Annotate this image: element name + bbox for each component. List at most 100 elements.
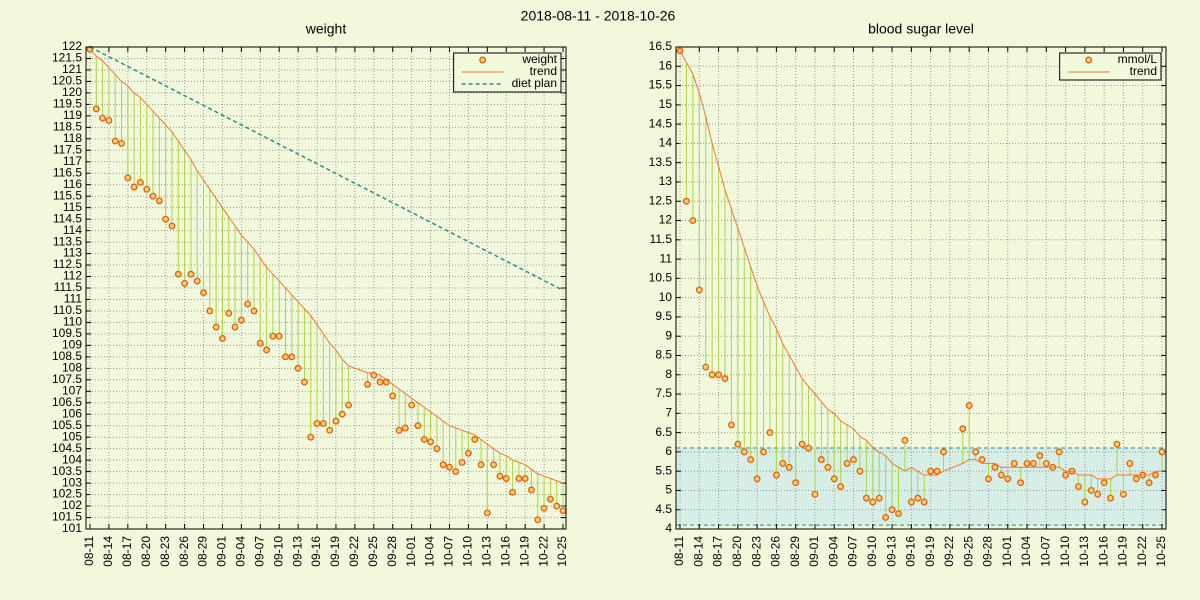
x-tick-label: 09-28 (385, 536, 399, 567)
y-tick-label: 104 (62, 452, 82, 466)
x-tick-label: 09-19 (328, 536, 342, 567)
data-point (708, 371, 716, 379)
data-point (124, 174, 132, 182)
data-point (888, 506, 896, 514)
data-point (920, 498, 928, 506)
data-point (862, 494, 870, 502)
x-tick-label: 10-04 (423, 536, 437, 567)
legend-label: weight (521, 52, 557, 66)
y-tick-label: 9.5 (655, 309, 672, 323)
legend-label: trend (1130, 64, 1157, 78)
legend-box (1059, 52, 1162, 81)
data-point (1087, 486, 1095, 494)
y-tick-label: 14 (659, 136, 673, 150)
x-tick-label: 09-07 (846, 536, 860, 567)
x-tick-label: 09-13 (884, 536, 898, 567)
data-point (464, 449, 472, 457)
data-point (766, 429, 774, 437)
data-point (721, 375, 729, 383)
y-tick-label: 112 (63, 269, 82, 283)
legend-symbol (1085, 56, 1093, 64)
x-tick-label: 10-16 (498, 536, 512, 567)
y-tick-label: 122 (62, 39, 82, 53)
data-point (490, 461, 498, 469)
y-tick-label: 8 (665, 367, 672, 381)
data-point (1075, 483, 1082, 491)
x-tick-label: 08-14 (691, 536, 705, 567)
data-point (446, 463, 453, 471)
x-tick-label: 09-16 (309, 536, 323, 567)
data-point (420, 436, 428, 443)
data-point (237, 316, 245, 324)
data-point (740, 448, 748, 456)
y-tick-label: 13 (659, 174, 673, 188)
data-point (364, 380, 371, 388)
data-point (972, 448, 980, 456)
x-tick-label: 09-04 (234, 536, 248, 567)
y-tick-label: 10.5 (649, 271, 673, 285)
y-tick-label: 110 (63, 315, 82, 329)
data-point (193, 277, 201, 285)
y-tick-label: 4.5 (655, 502, 672, 516)
x-tick-label: 08-29 (788, 536, 802, 567)
data-point (244, 300, 252, 308)
x-tick-label: 09-04 (826, 536, 840, 567)
data-point (389, 392, 397, 400)
data-point (282, 353, 289, 361)
y-tick-label: 15.5 (649, 78, 673, 92)
series-line (89, 46, 564, 291)
x-tick-label: 10-22 (536, 536, 550, 567)
data-point (882, 513, 890, 521)
x-tick-label: 10-25 (555, 536, 569, 567)
data-point (1126, 459, 1134, 467)
data-point (332, 417, 340, 425)
x-tick-label: 08-26 (177, 536, 191, 567)
y-tick-label: 105 (62, 429, 82, 443)
data-point (1036, 452, 1044, 460)
y-tick-label: 118 (63, 131, 82, 145)
data-point (856, 467, 864, 475)
chart: weight101101.5102102.5103103.5104104.510… (52, 21, 569, 567)
y-tick-label: 104.5 (52, 441, 82, 455)
y-tick-label: 109.5 (52, 326, 82, 340)
data-point (155, 197, 163, 205)
y-tick-label: 121.5 (52, 51, 82, 65)
data-point (540, 504, 548, 512)
x-tick-label: 10-19 (517, 536, 531, 567)
data-point (452, 468, 460, 476)
data-point (682, 197, 690, 205)
target-band (676, 448, 1166, 526)
x-tick-label: 10-22 (1135, 536, 1149, 567)
data-point (1030, 459, 1037, 467)
y-tick-label: 101 (62, 521, 82, 535)
data-point (850, 456, 857, 464)
x-tick-label: 08-17 (711, 536, 725, 567)
x-tick-label: 09-22 (347, 536, 361, 567)
data-point (338, 410, 346, 418)
x-tick-label: 09-10 (865, 536, 879, 567)
data-point (1107, 494, 1115, 502)
x-tick-label: 10-19 (1116, 536, 1130, 567)
data-point (901, 436, 909, 444)
x-tick-label: 08-11 (82, 536, 96, 566)
y-tick-label: 120.5 (52, 74, 82, 88)
data-point (496, 472, 504, 480)
y-tick-label: 121 (62, 62, 82, 76)
plot-frame (675, 46, 1167, 530)
data-point (187, 270, 195, 278)
data-point (256, 339, 264, 347)
y-tick-label: 108 (62, 361, 82, 375)
y-tick-label: 11 (660, 251, 673, 265)
x-tick-label: 09-25 (961, 536, 975, 567)
data-point (105, 116, 113, 124)
y-tick-label: 7 (665, 405, 672, 419)
data-point (895, 510, 902, 518)
y-tick-label: 15 (659, 97, 673, 111)
y-tick-label: 13.5 (649, 155, 673, 169)
x-tick-label: 09-07 (252, 536, 266, 567)
y-tick-label: 111.5 (54, 280, 83, 294)
data-point (927, 467, 935, 475)
y-tick-label: 117 (63, 154, 82, 168)
